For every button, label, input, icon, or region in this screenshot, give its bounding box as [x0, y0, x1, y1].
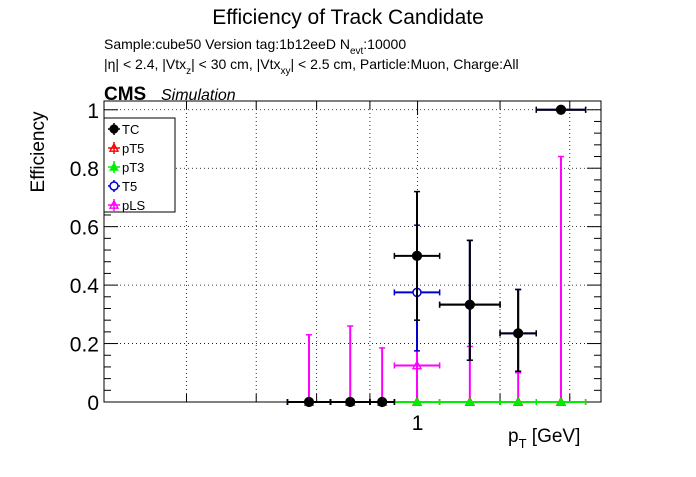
- marker-point: [556, 396, 566, 406]
- chart-title: Efficiency of Track Candidate: [212, 6, 484, 29]
- marker-point: [464, 396, 475, 406]
- selection-cuts-line: |η| < 2.4, |Vtxz| < 30 cm, |Vtxxy| < 2.5…: [104, 56, 519, 77]
- legend: TC pT5 pT3 T5 pLS: [103, 117, 176, 213]
- legend-label: pT5: [122, 141, 144, 156]
- y-tick-label: 0.2: [70, 334, 99, 357]
- nevt-subscript: evt: [350, 46, 364, 57]
- legend-label: pT3: [122, 160, 144, 175]
- cuts-text: | < 30 cm, |Vtx: [191, 56, 280, 72]
- marker-point: [109, 181, 119, 191]
- axis-ticks: 0 0.2 0.4 0.6 0.8 1 1: [70, 100, 601, 435]
- sample-text: Sample:cube50 Version tag:1b12eeD N: [104, 36, 350, 52]
- marker-point: [303, 396, 315, 408]
- x-axis-title-sub: T: [519, 436, 527, 451]
- marker-point: [464, 299, 475, 310]
- marker-point: [411, 250, 423, 261]
- y-tick-label: 1: [87, 100, 99, 123]
- y-tick-label: 0.4: [70, 275, 100, 298]
- legend-item-pT3: pT3: [108, 160, 144, 175]
- series-layer: [286, 104, 587, 408]
- legend-item-TC: TC: [108, 122, 139, 137]
- x-axis-title: pT [GeV]: [508, 426, 580, 451]
- marker-point: [513, 396, 524, 406]
- series-pLS: [286, 155, 587, 406]
- marker-point: [377, 396, 388, 408]
- marker-point: [555, 104, 567, 115]
- marker-point: [411, 360, 423, 370]
- marker-point: [412, 396, 422, 406]
- legend-item-T5: T5: [108, 179, 137, 194]
- marker-point: [108, 199, 120, 209]
- plot-frame: [103, 100, 602, 403]
- legend-label: T5: [122, 179, 137, 194]
- cms-sublabel: Simulation: [161, 87, 236, 104]
- marker-point: [109, 161, 119, 171]
- grid: [104, 101, 601, 402]
- legend-item-pT5: pT5: [108, 141, 144, 156]
- cms-label: CMS: [104, 84, 146, 105]
- nevt-value: :10000: [363, 36, 406, 52]
- cuts-text: | < 2.5 cm, Particle:Muon, Charge:All: [290, 56, 518, 72]
- legend-box: [103, 117, 176, 213]
- marker-point: [109, 124, 119, 134]
- y-tick-label: 0.8: [70, 158, 99, 181]
- marker-point: [108, 142, 120, 152]
- legend-label: TC: [122, 122, 139, 137]
- y-tick-label: 0: [87, 392, 99, 415]
- series-TC: [286, 104, 587, 408]
- legend-label: pLS: [122, 198, 145, 213]
- x-tick-label: 1: [412, 412, 424, 435]
- x-axis-title-main: p: [508, 426, 519, 447]
- x-axis-title-unit: [GeV]: [527, 426, 581, 447]
- sample-line: Sample:cube50 Version tag:1b12eeD Nevt:1…: [104, 36, 406, 57]
- cuts-text: |η| < 2.4, |Vtx: [104, 56, 186, 72]
- cuts-subscript: z: [186, 66, 191, 77]
- marker-point: [513, 328, 524, 339]
- legend-item-pLS: pLS: [108, 198, 145, 213]
- y-axis-title: Efficiency: [28, 111, 49, 192]
- y-tick-label: 0.6: [70, 217, 99, 240]
- cuts-subscript: xy: [280, 66, 290, 77]
- marker-point: [345, 396, 356, 408]
